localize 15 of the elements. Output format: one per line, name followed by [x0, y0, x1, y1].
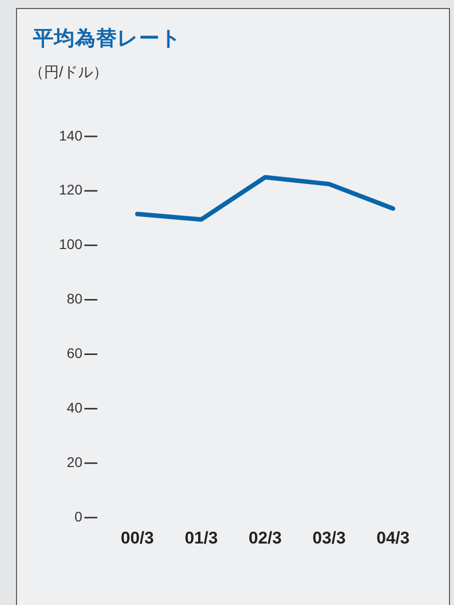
y-tick-label: 140 — [59, 127, 83, 144]
y-tick-label: 20 — [66, 454, 83, 470]
y-tick-label: 80 — [66, 290, 83, 307]
y-tick-label: 0 — [74, 508, 83, 524]
x-tick-label: 00/3 — [120, 528, 154, 548]
y-tick-label: 40 — [66, 400, 83, 416]
chart-subtitle: （円/ドル） — [29, 63, 108, 82]
x-tick-label: 03/3 — [312, 528, 346, 548]
x-tick-label: 02/3 — [248, 528, 282, 548]
y-tick-label: 120 — [59, 182, 83, 198]
x-tick-label: 01/3 — [184, 528, 218, 548]
chart-title: 平均為替レート — [33, 26, 182, 52]
x-tick-label: 04/3 — [376, 528, 410, 548]
y-tick-label: 100 — [59, 236, 83, 252]
y-tick-label: 60 — [66, 345, 83, 362]
